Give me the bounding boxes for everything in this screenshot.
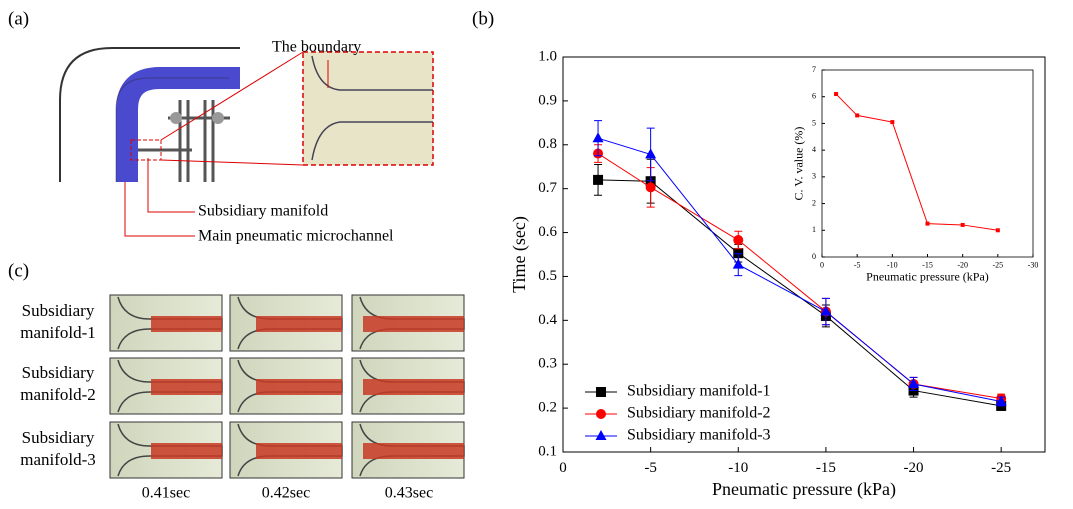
marker [925,221,930,226]
plots: 0 -5 -10 -15 -20 -25 0.1 0.2 0.3 0.4 0.5 0.6 0.7 0.8 0… [509,48,1046,500]
marker [732,258,744,269]
photo-fluid [151,443,222,459]
y-tick-label: 2 [812,198,816,207]
marker [593,174,604,185]
y-tick-label: 0.7 [538,180,557,196]
photo-time: 0.42sec [262,485,310,502]
x-axis-label: Pneumatic pressure (kPa) [866,270,989,284]
x-tick-label: -15 [816,460,836,476]
series-line [835,93,998,231]
photo-fluid [256,316,342,332]
y-tick-label: 0.1 [538,443,557,459]
y-axis-label: Time (sec) [509,216,530,293]
y-tick-label: 1.0 [538,48,557,64]
diagram-label: Subsidiary manifold [198,203,328,220]
y-tick-label: 0.9 [538,92,557,108]
marker [820,305,832,316]
marker [908,377,920,388]
legend-label: Subsidiary manifold-2 [627,405,771,422]
marker [596,409,606,419]
series-line [597,153,1002,399]
y-tick-label: 1 [812,225,816,234]
diagram-label: The boundary [272,39,361,56]
photo-row-label: Subsidiary manifold-3 [20,428,96,469]
y-tick-label: 0.2 [538,400,557,416]
x-tick-label: -15 [922,261,933,270]
panel-label: (a) [8,8,29,29]
diagram-label: Main pneumatic microchannel [198,228,394,245]
x-tick-label: -20 [904,460,924,476]
y-tick-label: 5 [812,118,816,127]
x-tick-label: -5 [644,460,657,476]
x-tick-label: 0 [820,261,824,270]
y-tick-label: 0.3 [538,356,557,372]
photo-fluid [151,316,222,332]
panel-label: (c) [8,260,29,281]
photo-fluid [151,379,222,395]
x-tick-label: 0 [559,460,567,476]
marker [834,92,839,97]
marker [645,148,657,159]
photo-row-label: Subsidiary manifold-1 [20,301,96,342]
photo-grid [109,294,465,479]
photo-fluid [363,316,464,332]
series-line [597,137,1002,403]
y-tick-label: 3 [812,172,816,181]
marker [596,387,606,397]
x-tick-label: -10 [728,460,748,476]
marker [890,120,895,125]
marker [995,395,1007,406]
y-tick-label: 7 [812,65,816,74]
photo-fluid [363,443,464,459]
marker [595,430,607,440]
photo-fluid [256,379,342,395]
photo-time: 0.43sec [385,485,433,502]
photo-fluid [363,379,464,395]
marker [960,222,965,227]
photo-fluid [256,443,342,459]
x-tick-label: -10 [887,261,898,270]
y-axis-label: C. V. value (%) [791,127,805,201]
marker [733,235,744,246]
marker [995,228,1000,233]
y-tick-label: 0.8 [538,136,557,152]
photo-time: 0.41sec [142,485,190,502]
y-tick-label: 4 [812,145,816,154]
x-tick-label: -25 [991,460,1011,476]
y-tick-label: 0 [812,252,816,261]
series-line [598,179,1002,407]
inset-bg [822,70,1033,257]
x-tick-label: -5 [854,261,861,270]
y-tick-label: 0.4 [538,312,557,328]
y-tick-label: 0.6 [538,224,557,240]
marker [645,182,656,193]
marker [855,113,860,118]
panel-label: (b) [472,8,494,29]
x-tick-label: -30 [1028,261,1039,270]
x-axis-label: Pneumatic pressure (kPa) [712,479,896,500]
photo-row-label: Subsidiary manifold-2 [20,363,96,404]
legend-label: Subsidiary manifold-1 [627,383,771,400]
x-tick-label: -25 [992,261,1003,270]
marker [592,132,604,143]
diagram [59,47,434,237]
plot-frame [562,56,1046,453]
y-tick-label: 6 [812,92,816,101]
legend-label: Subsidiary manifold-3 [627,427,771,444]
y-tick-label: 0.5 [538,268,557,284]
x-tick-label: -20 [957,261,968,270]
